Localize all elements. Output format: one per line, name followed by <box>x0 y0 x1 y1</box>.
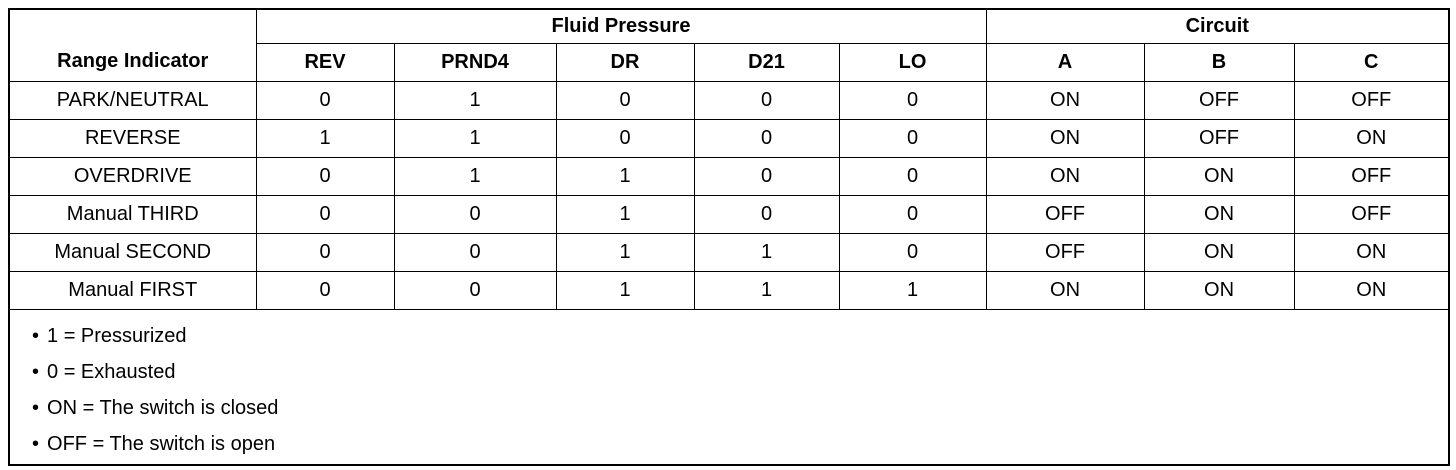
table-cell: 0 <box>555 80 695 120</box>
table-cell: OFF <box>985 194 1145 234</box>
table-cell: 1 <box>393 156 557 196</box>
table-cell: 0 <box>838 118 987 158</box>
table-cell: ON <box>1293 232 1450 272</box>
note: 1 = Pressurized <box>32 318 1448 354</box>
table-cell: ON <box>985 118 1145 158</box>
table-cell: 0 <box>838 232 987 272</box>
table-cell: 0 <box>255 270 395 310</box>
table-cell: ON <box>1143 270 1295 310</box>
table-cell: 1 <box>255 118 395 158</box>
table-cell: OVERDRIVE <box>8 156 257 196</box>
table-cell: PARK/NEUTRAL <box>8 80 257 120</box>
header-cell: B <box>1143 42 1295 82</box>
table-cell: 0 <box>255 194 395 234</box>
header-cell: Circuit <box>985 8 1450 44</box>
table-cell: 0 <box>255 232 395 272</box>
table-cell: ON <box>1293 270 1450 310</box>
table-row: OVERDRIVE 0 1 1 0 0 ON ON OFF <box>8 156 1450 196</box>
table-cell: OFF <box>1143 118 1295 158</box>
header-cell: Fluid Pressure <box>255 8 987 44</box>
table-cell: 0 <box>838 156 987 196</box>
table-cell: 1 <box>838 270 987 310</box>
table-cell: 1 <box>693 232 840 272</box>
table-cell: 0 <box>838 194 987 234</box>
header-row: Range Indicator Fluid Pressure Circuit <box>8 8 1450 82</box>
header-cell: Range Indicator <box>8 8 257 82</box>
table-cell: 1 <box>555 232 695 272</box>
header-cell: LO <box>838 42 987 82</box>
table-row: PARK/NEUTRAL 0 1 0 0 0 ON OFF OFF <box>8 80 1450 120</box>
table-cell: ON <box>1143 232 1295 272</box>
notes-row: 1 = Pressurized0 = ExhaustedON = The swi… <box>8 308 1450 465</box>
header-cell: PRND4 <box>393 42 557 82</box>
table-cell: ON <box>1143 194 1295 234</box>
table-cell: 0 <box>838 80 987 120</box>
table-cell: 0 <box>555 118 695 158</box>
table-cell: 0 <box>693 156 840 196</box>
table-cell: ON <box>985 80 1145 120</box>
notes-cell: 1 = Pressurized0 = ExhaustedON = The swi… <box>8 308 1450 465</box>
note: ON = The switch is closed <box>32 390 1448 426</box>
table-cell: 0 <box>393 232 557 272</box>
table-cell: 0 <box>393 270 557 310</box>
table-cell: 1 <box>555 194 695 234</box>
table-cell: OFF <box>1293 194 1450 234</box>
header-cell: A <box>985 42 1145 82</box>
table-cell: REVERSE <box>8 118 257 158</box>
table-cell: 1 <box>555 270 695 310</box>
table-row: REVERSE 1 1 0 0 0 ON OFF ON <box>8 118 1450 158</box>
table-row: Manual THIRD 0 0 1 0 0 OFF ON OFF <box>8 194 1450 234</box>
table-cell: OFF <box>1293 80 1450 120</box>
table-cell: ON <box>985 156 1145 196</box>
table-cell: ON <box>1143 156 1295 196</box>
header-cell: C <box>1293 42 1450 82</box>
table-cell: 0 <box>693 80 840 120</box>
header-cell: D21 <box>693 42 840 82</box>
pressure-switch-table: Range Indicator Fluid Pressure Circuit R… <box>8 8 1451 466</box>
table-cell: ON <box>985 270 1145 310</box>
table-cell: 1 <box>393 118 557 158</box>
table-cell: Manual THIRD <box>8 194 257 234</box>
table-cell: 0 <box>255 156 395 196</box>
table-body: PARK/NEUTRAL 0 1 0 0 0 ON OFF OFF REVERSE 1 1 0 0 0 ON O… <box>8 80 1450 465</box>
header-row: REV PRND4 DR D21 LO A B C <box>9 42 1450 82</box>
table-cell: OFF <box>1143 80 1295 120</box>
table-row: Manual SECOND 0 0 1 1 0 OFF ON ON <box>8 232 1450 272</box>
table-row: Manual FIRST 0 0 1 1 1 ON ON ON <box>8 270 1450 310</box>
table-cell: OFF <box>1293 156 1450 196</box>
header-cell: REV <box>255 42 395 82</box>
table-cell: 0 <box>255 80 395 120</box>
table-cell: ON <box>1293 118 1450 158</box>
table-cell: 0 <box>693 194 840 234</box>
table-cell: Manual FIRST <box>8 270 257 310</box>
table-cell: 1 <box>393 80 557 120</box>
header-cell: DR <box>555 42 695 82</box>
note: 0 = Exhausted <box>32 354 1448 390</box>
table-cell: 1 <box>693 270 840 310</box>
note: OFF = The switch is open <box>32 426 1448 462</box>
table-cell: 0 <box>393 194 557 234</box>
table-cell: 1 <box>555 156 695 196</box>
table-cell: 0 <box>693 118 840 158</box>
table-cell: OFF <box>985 232 1145 272</box>
table-cell: Manual SECOND <box>8 232 257 272</box>
